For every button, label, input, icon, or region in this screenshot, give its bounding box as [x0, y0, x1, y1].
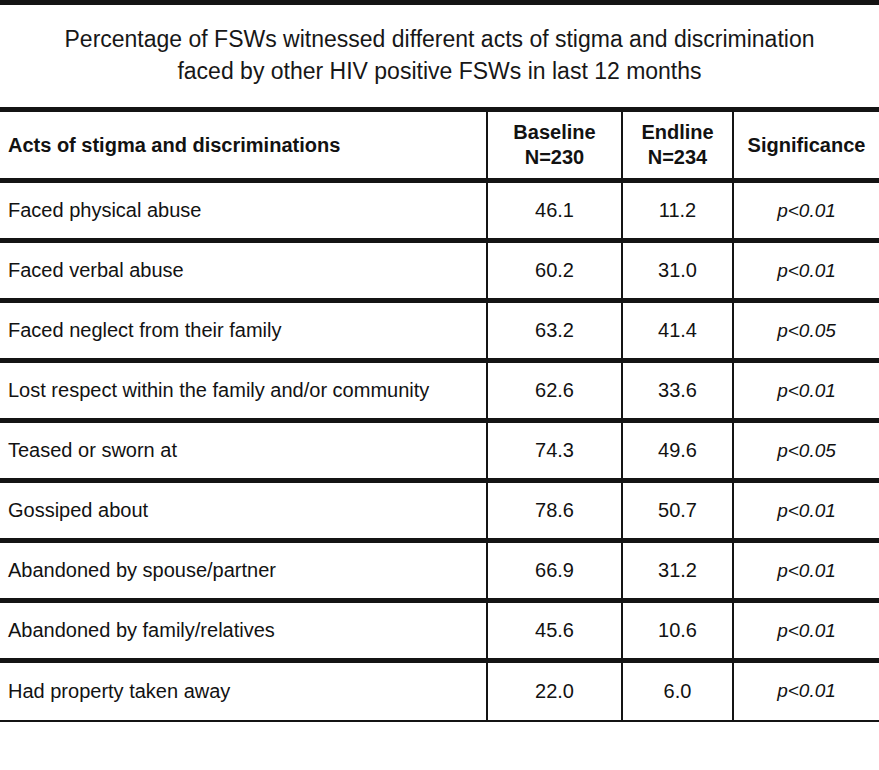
cell-endline: 33.6: [622, 361, 733, 421]
figure-title: Percentage of FSWs witnessed different a…: [0, 5, 879, 107]
table-row: Faced physical abuse 46.1 11.2 p<0.01: [0, 181, 879, 241]
table-row: Gossiped about 78.6 50.7 p<0.01: [0, 481, 879, 541]
cell-endline: 31.0: [622, 241, 733, 301]
cell-endline: 11.2: [622, 181, 733, 241]
cell-significance: p<0.01: [733, 661, 879, 721]
header-endline-label: Endline: [641, 121, 713, 143]
table-row: Faced verbal abuse 60.2 31.0 p<0.01: [0, 241, 879, 301]
cell-baseline: 60.2: [487, 241, 622, 301]
table-row: Lost respect within the family and/or co…: [0, 361, 879, 421]
header-baseline-n: N=230: [490, 145, 619, 170]
header-acts: Acts of stigma and discriminations: [0, 110, 487, 181]
cell-baseline: 62.6: [487, 361, 622, 421]
cell-significance: p<0.01: [733, 361, 879, 421]
cell-endline: 50.7: [622, 481, 733, 541]
cell-act: Lost respect within the family and/or co…: [0, 361, 487, 421]
cell-baseline: 22.0: [487, 661, 622, 721]
cell-act: Gossiped about: [0, 481, 487, 541]
header-row: Acts of stigma and discriminations Basel…: [0, 110, 879, 181]
cell-baseline: 63.2: [487, 301, 622, 361]
cell-endline: 31.2: [622, 541, 733, 601]
header-significance: Significance: [733, 110, 879, 181]
header-endline: Endline N=234: [622, 110, 733, 181]
cell-act: Abandoned by spouse/partner: [0, 541, 487, 601]
table-header: Acts of stigma and discriminations Basel…: [0, 110, 879, 181]
cell-significance: p<0.05: [733, 301, 879, 361]
cell-act: Faced neglect from their family: [0, 301, 487, 361]
header-baseline: Baseline N=230: [487, 110, 622, 181]
table-body: Faced physical abuse 46.1 11.2 p<0.01 Fa…: [0, 181, 879, 721]
cell-significance: p<0.01: [733, 481, 879, 541]
cell-endline: 41.4: [622, 301, 733, 361]
table-row: Abandoned by spouse/partner 66.9 31.2 p<…: [0, 541, 879, 601]
cell-baseline: 74.3: [487, 421, 622, 481]
cell-act: Faced physical abuse: [0, 181, 487, 241]
cell-endline: 6.0: [622, 661, 733, 721]
table-row: Teased or sworn at 74.3 49.6 p<0.05: [0, 421, 879, 481]
cell-baseline: 66.9: [487, 541, 622, 601]
cell-significance: p<0.05: [733, 421, 879, 481]
header-endline-n: N=234: [625, 145, 730, 170]
cell-act: Faced verbal abuse: [0, 241, 487, 301]
table-row: Had property taken away 22.0 6.0 p<0.01: [0, 661, 879, 721]
cell-baseline: 46.1: [487, 181, 622, 241]
cell-significance: p<0.01: [733, 541, 879, 601]
cell-baseline: 45.6: [487, 601, 622, 661]
header-baseline-label: Baseline: [513, 121, 595, 143]
cell-endline: 49.6: [622, 421, 733, 481]
cell-endline: 10.6: [622, 601, 733, 661]
cell-baseline: 78.6: [487, 481, 622, 541]
table-row: Abandoned by family/relatives 45.6 10.6 …: [0, 601, 879, 661]
cell-significance: p<0.01: [733, 601, 879, 661]
cell-significance: p<0.01: [733, 181, 879, 241]
cell-significance: p<0.01: [733, 241, 879, 301]
cell-act: Abandoned by family/relatives: [0, 601, 487, 661]
table-row: Faced neglect from their family 63.2 41.…: [0, 301, 879, 361]
cell-act: Teased or sworn at: [0, 421, 487, 481]
stigma-table: Acts of stigma and discriminations Basel…: [0, 107, 879, 722]
cell-act: Had property taken away: [0, 661, 487, 721]
table-figure: Percentage of FSWs witnessed different a…: [0, 0, 879, 770]
